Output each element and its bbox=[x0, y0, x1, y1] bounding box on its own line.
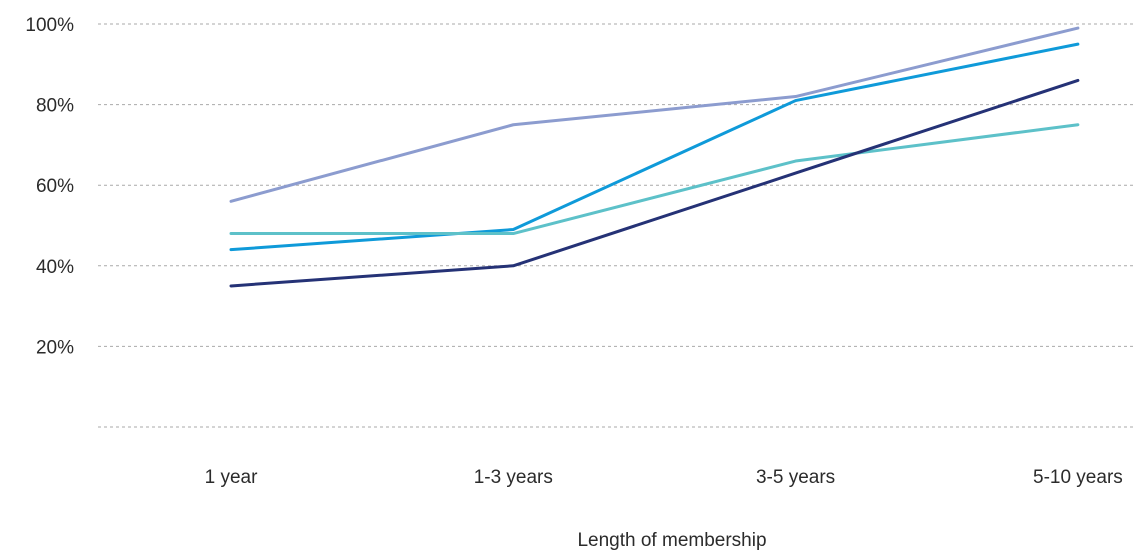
series-line-2 bbox=[229, 42, 1080, 252]
y-tick-label: 100% bbox=[25, 15, 74, 36]
series-line-4 bbox=[229, 78, 1080, 288]
x-axis-title: Length of membership bbox=[577, 530, 766, 551]
x-tick-label: 5-10 years bbox=[1033, 467, 1123, 488]
series-line-1 bbox=[229, 26, 1080, 203]
x-axis-tick-labels: 1 year 1-3 years 3-5 years 5-10 years bbox=[205, 467, 1123, 488]
y-axis-tick-labels: 20% 40% 60% 80% 100% bbox=[25, 15, 74, 358]
series-lines bbox=[229, 26, 1080, 288]
x-tick-label: 3-5 years bbox=[756, 467, 835, 488]
y-tick-label: 80% bbox=[36, 96, 74, 117]
x-tick-label: 1 year bbox=[205, 467, 258, 488]
series-line-3 bbox=[229, 123, 1080, 236]
x-tick-label: 1-3 years bbox=[474, 467, 553, 488]
gridlines bbox=[98, 23, 1133, 428]
y-tick-label: 40% bbox=[36, 257, 74, 278]
y-tick-label: 60% bbox=[36, 176, 74, 197]
y-tick-label: 20% bbox=[36, 337, 74, 358]
